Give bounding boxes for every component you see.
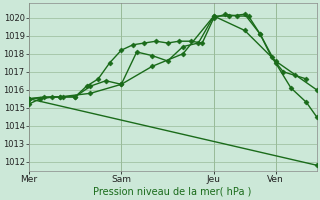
X-axis label: Pression niveau de la mer( hPa ): Pression niveau de la mer( hPa ) <box>93 187 252 197</box>
